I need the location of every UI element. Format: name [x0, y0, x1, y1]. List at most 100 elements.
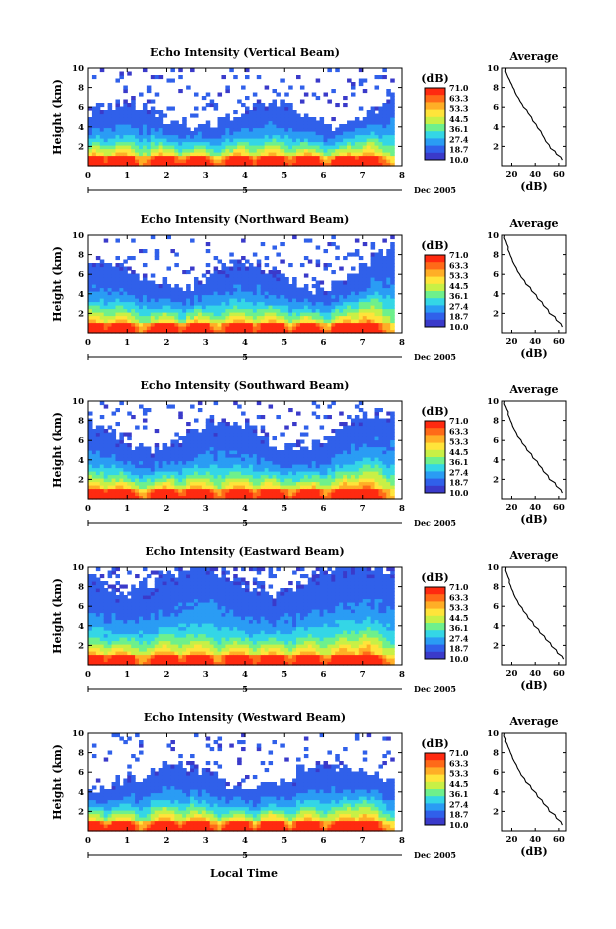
heatmap-cell	[303, 155, 309, 160]
heatmap-cell	[119, 145, 124, 150]
heatmap-cell	[197, 298, 203, 303]
heatmap-cell	[343, 124, 348, 129]
heatmap-cell	[119, 287, 124, 292]
heatmap-cell	[272, 478, 277, 483]
heatmap-cell	[170, 159, 175, 164]
heatmap-cell	[135, 464, 140, 469]
heatmap-cell	[268, 467, 274, 472]
heatmap-cell	[190, 301, 195, 306]
heatmap-cell	[335, 436, 340, 441]
heatmap-cell	[264, 263, 270, 268]
heatmap-cell	[170, 106, 175, 111]
heatmap-cell	[339, 439, 344, 444]
heatmap-cell	[193, 113, 199, 118]
heatmap-cell	[331, 308, 336, 313]
heatmap-cell	[386, 298, 391, 303]
heatmap-cell	[299, 450, 305, 455]
heatmap-cell	[366, 155, 372, 160]
heatmap-cell	[174, 322, 179, 327]
heatmap-cell	[327, 467, 332, 472]
heatmap-cell	[115, 616, 120, 621]
heatmap-cell	[280, 432, 285, 437]
heatmap-cell	[178, 127, 183, 132]
heatmap-cell	[370, 301, 376, 306]
heatmap-cell	[347, 453, 352, 458]
heatmap-cell	[119, 633, 124, 638]
heatmap-cell	[119, 616, 124, 621]
heatmap-cell	[91, 319, 97, 324]
heatmap-cell	[95, 633, 101, 638]
heatmap-cell	[127, 287, 132, 292]
heatmap-cell	[209, 277, 215, 282]
heatmap-cell	[335, 429, 340, 434]
heatmap-cell	[99, 623, 105, 628]
heatmap-cell	[292, 235, 297, 240]
heatmap-cell	[162, 291, 168, 296]
heatmap-cell	[264, 305, 270, 310]
heatmap-cell	[178, 131, 183, 136]
heatmap-cell	[323, 312, 329, 317]
heatmap-cell	[123, 131, 128, 136]
heatmap-cell	[142, 450, 148, 455]
heatmap-cell	[233, 287, 238, 292]
heatmap-cell	[233, 291, 238, 296]
heatmap-cell	[142, 609, 148, 614]
heatmap-cell	[158, 481, 164, 486]
heatmap-cell	[374, 488, 380, 493]
heatmap-cell	[95, 110, 101, 115]
heatmap-cell	[127, 294, 132, 299]
heatmap-cell	[245, 294, 250, 299]
heatmap-cell	[95, 432, 101, 437]
heatmap-cell	[323, 322, 329, 327]
heatmap-cell	[335, 245, 340, 250]
heatmap-cell	[327, 488, 332, 493]
heatmap-cell	[382, 117, 387, 122]
heatmap-cell	[335, 152, 340, 157]
heatmap-cell	[131, 460, 136, 465]
heatmap-cell	[119, 450, 124, 455]
heatmap-cell	[103, 658, 109, 663]
y-tick-label: 6	[78, 103, 84, 113]
heatmap-cell	[343, 319, 348, 324]
heatmap-cell	[103, 471, 109, 476]
heatmap-cell	[111, 443, 117, 448]
heatmap-cell	[91, 595, 97, 600]
heatmap-cell	[382, 319, 387, 324]
heatmap-cell	[217, 457, 223, 462]
heatmap-cell	[135, 474, 140, 479]
heatmap-cell	[276, 134, 281, 139]
heatmap-cell	[154, 312, 160, 317]
heatmap-cell	[150, 124, 156, 129]
heatmap-cell	[374, 453, 380, 458]
heatmap-cell	[370, 467, 376, 472]
heatmap-cell	[390, 439, 395, 444]
heatmap-cell	[382, 436, 387, 441]
heatmap-cell	[319, 457, 325, 462]
heatmap-cell	[182, 481, 187, 486]
heatmap-cell	[370, 273, 376, 278]
heatmap-cell	[315, 467, 321, 472]
heatmap-cell	[158, 117, 164, 122]
heatmap-cell	[139, 630, 144, 635]
heatmap-cell	[158, 312, 164, 317]
heatmap-cell	[127, 411, 132, 416]
heatmap-cell	[103, 651, 109, 656]
heatmap-cell	[315, 488, 321, 493]
heatmap-cell	[205, 134, 211, 139]
heatmap-cell	[95, 155, 101, 160]
heatmap-cell	[119, 467, 124, 472]
heatmap-cell	[119, 460, 124, 465]
heatmap-cell	[209, 450, 215, 455]
heatmap-cell	[213, 315, 219, 320]
heatmap-cell	[268, 106, 274, 111]
heatmap-cell	[347, 326, 352, 331]
heatmap-cell	[248, 134, 254, 139]
heatmap-cell	[307, 474, 313, 479]
heatmap-cell	[260, 280, 266, 285]
heatmap-cell	[213, 159, 219, 164]
heatmap-cell	[135, 651, 140, 656]
heatmap-cell	[217, 481, 223, 486]
heatmap-cell	[119, 301, 124, 306]
heatmap-cell	[205, 322, 211, 327]
heatmap-cell	[205, 474, 211, 479]
